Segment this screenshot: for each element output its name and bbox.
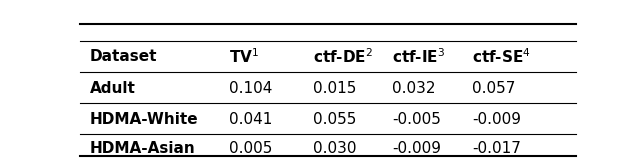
Text: -0.009: -0.009 bbox=[392, 141, 442, 156]
Text: 0.015: 0.015 bbox=[313, 81, 356, 96]
Text: HDMA-Asian: HDMA-Asian bbox=[90, 141, 196, 156]
Text: ctf-SE$^{4}$: ctf-SE$^{4}$ bbox=[472, 47, 531, 66]
Text: 0.030: 0.030 bbox=[313, 141, 356, 156]
Text: Adult: Adult bbox=[90, 81, 136, 96]
Text: ctf-DE$^{2}$: ctf-DE$^{2}$ bbox=[313, 47, 373, 66]
Text: -0.005: -0.005 bbox=[392, 112, 442, 127]
Text: 0.005: 0.005 bbox=[229, 141, 272, 156]
Text: 0.057: 0.057 bbox=[472, 81, 515, 96]
Text: ctf-IE$^{3}$: ctf-IE$^{3}$ bbox=[392, 47, 446, 66]
Text: -0.017: -0.017 bbox=[472, 141, 521, 156]
Text: HDMA-White: HDMA-White bbox=[90, 112, 198, 127]
Text: Dataset: Dataset bbox=[90, 49, 157, 64]
Text: 0.055: 0.055 bbox=[313, 112, 356, 127]
Text: -0.009: -0.009 bbox=[472, 112, 521, 127]
Text: TV$^{1}$: TV$^{1}$ bbox=[229, 47, 259, 66]
Text: 0.032: 0.032 bbox=[392, 81, 436, 96]
Text: 0.104: 0.104 bbox=[229, 81, 272, 96]
Text: 0.041: 0.041 bbox=[229, 112, 272, 127]
